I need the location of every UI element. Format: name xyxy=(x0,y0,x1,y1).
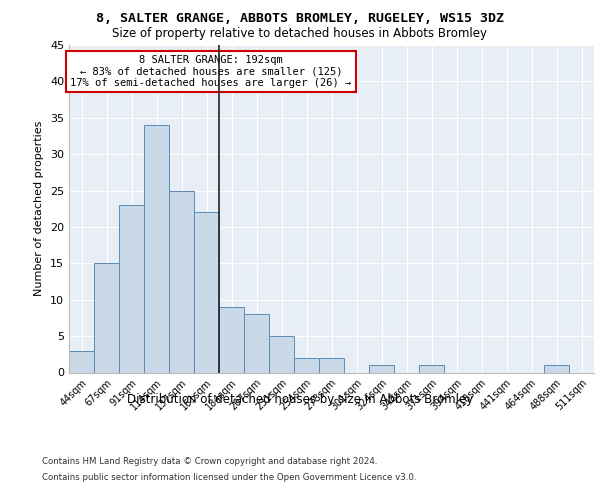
Text: Contains public sector information licensed under the Open Government Licence v3: Contains public sector information licen… xyxy=(42,472,416,482)
Bar xyxy=(144,125,169,372)
Bar xyxy=(194,212,219,372)
Bar xyxy=(269,336,294,372)
Bar xyxy=(419,365,444,372)
Text: 8 SALTER GRANGE: 192sqm
← 83% of detached houses are smaller (125)
17% of semi-d: 8 SALTER GRANGE: 192sqm ← 83% of detache… xyxy=(70,55,352,88)
Bar xyxy=(94,264,119,372)
Bar xyxy=(69,350,94,372)
Text: Distribution of detached houses by size in Abbots Bromley: Distribution of detached houses by size … xyxy=(127,392,473,406)
Bar xyxy=(219,307,244,372)
Bar xyxy=(244,314,269,372)
Bar xyxy=(544,365,569,372)
Y-axis label: Number of detached properties: Number of detached properties xyxy=(34,121,44,296)
Text: Size of property relative to detached houses in Abbots Bromley: Size of property relative to detached ho… xyxy=(113,28,487,40)
Bar xyxy=(369,365,394,372)
Text: Contains HM Land Registry data © Crown copyright and database right 2024.: Contains HM Land Registry data © Crown c… xyxy=(42,458,377,466)
Bar xyxy=(294,358,319,372)
Text: 8, SALTER GRANGE, ABBOTS BROMLEY, RUGELEY, WS15 3DZ: 8, SALTER GRANGE, ABBOTS BROMLEY, RUGELE… xyxy=(96,12,504,26)
Bar xyxy=(169,190,194,372)
Bar xyxy=(119,205,144,372)
Bar xyxy=(319,358,344,372)
